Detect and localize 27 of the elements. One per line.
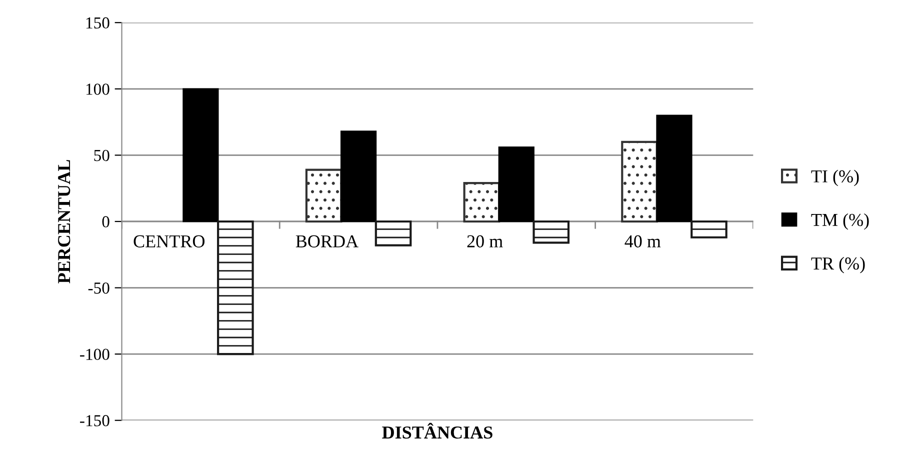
- bar: [498, 146, 534, 222]
- x-tick-label: 40 m: [624, 235, 661, 248]
- y-tick-label: -150: [80, 415, 110, 426]
- bar: [340, 130, 377, 222]
- y-tick-label: 100: [86, 84, 110, 95]
- bar: [463, 182, 500, 223]
- legend-label: TR (%): [811, 256, 865, 274]
- bar: [690, 220, 728, 238]
- bar: [374, 220, 412, 246]
- bar: [621, 140, 658, 223]
- y-tick-label: 150: [86, 17, 110, 29]
- x-tick-label: CENTRO: [134, 235, 204, 248]
- x-tick-label: BORDA: [296, 235, 358, 248]
- bar: [182, 88, 219, 222]
- bar: [217, 220, 254, 356]
- x-tick-label: 20 m: [467, 235, 503, 248]
- legend-label: TI (%): [811, 170, 859, 186]
- bar: [656, 114, 692, 222]
- bar: [532, 220, 570, 244]
- y-tick-label: -50: [88, 282, 110, 294]
- legend-label: TM (%): [811, 213, 869, 230]
- y-tick-label: 0: [102, 216, 110, 228]
- y-tick-label: 50: [94, 150, 110, 162]
- x-axis-title: DISTÂNCIAS: [382, 422, 492, 439]
- bar: [305, 168, 342, 223]
- y-axis-title: PERCENTUAL: [58, 160, 70, 284]
- y-tick-label: -100: [80, 348, 110, 360]
